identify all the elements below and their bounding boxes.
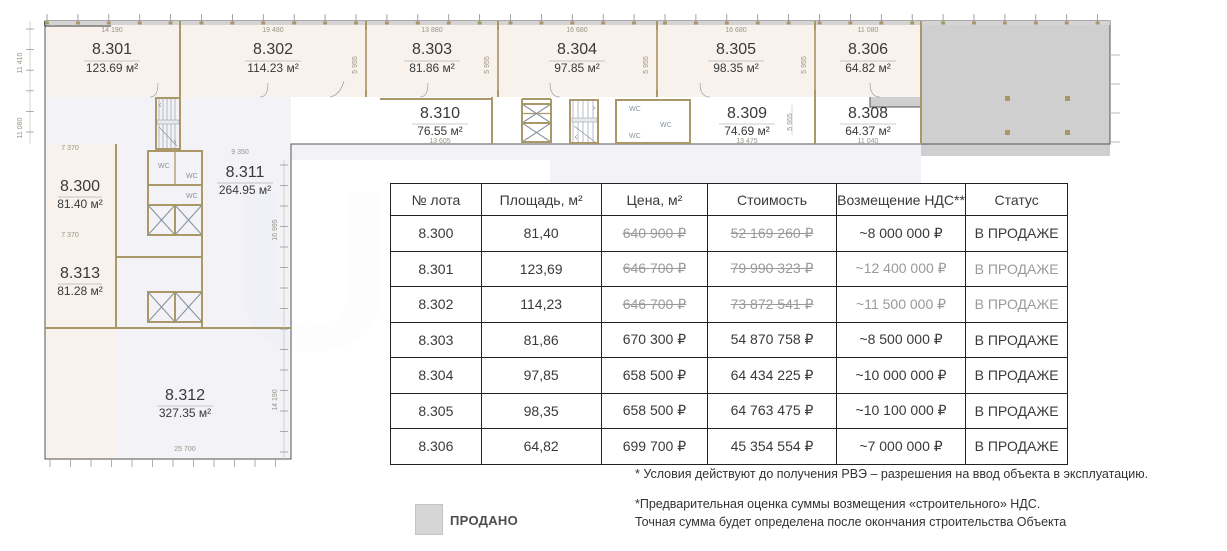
svg-text:81.40 м²: 81.40 м² xyxy=(57,197,103,211)
svg-text:14 190: 14 190 xyxy=(272,389,279,411)
svg-text:264.95 м²: 264.95 м² xyxy=(219,183,271,197)
svg-text:13 880: 13 880 xyxy=(421,27,443,34)
svg-text:7 370: 7 370 xyxy=(61,232,79,239)
svg-text:16 995: 16 995 xyxy=(272,219,279,241)
svg-text:8.309: 8.309 xyxy=(727,105,767,122)
svg-text:11 410: 11 410 xyxy=(17,52,24,73)
svg-text:WC: WC xyxy=(629,133,641,140)
svg-text:WC: WC xyxy=(158,163,170,170)
svg-text:81.28 м²: 81.28 м² xyxy=(57,284,103,298)
svg-text:11 080: 11 080 xyxy=(858,27,879,34)
svg-text:5 955: 5 955 xyxy=(643,56,650,74)
svg-text:5 955: 5 955 xyxy=(352,56,359,74)
svg-text:WC: WC xyxy=(629,106,641,113)
svg-text:327.35 м²: 327.35 м² xyxy=(159,406,211,420)
svg-text:5 955: 5 955 xyxy=(801,56,808,74)
svg-text:64.82 м²: 64.82 м² xyxy=(845,61,891,75)
svg-text:123.69 м²: 123.69 м² xyxy=(86,61,138,75)
svg-text:114.23 м²: 114.23 м² xyxy=(247,61,298,75)
svg-text:11 080: 11 080 xyxy=(17,117,24,138)
svg-text:7 370: 7 370 xyxy=(61,145,79,152)
svg-text:64.37 м²: 64.37 м² xyxy=(845,124,891,138)
svg-text:9 350: 9 350 xyxy=(231,149,249,156)
svg-text:8.310: 8.310 xyxy=(420,105,460,122)
svg-text:8.313: 8.313 xyxy=(60,265,100,282)
svg-text:97.85 м²: 97.85 м² xyxy=(554,61,600,75)
svg-text:WC: WC xyxy=(186,193,198,200)
svg-text:8.305: 8.305 xyxy=(716,41,756,58)
svg-text:81.86 м²: 81.86 м² xyxy=(409,61,455,75)
svg-text:25 700: 25 700 xyxy=(174,446,196,453)
svg-text:13 605: 13 605 xyxy=(429,138,451,145)
svg-text:8.312: 8.312 xyxy=(165,387,205,404)
svg-text:14 190: 14 190 xyxy=(101,27,123,34)
svg-text:5 955: 5 955 xyxy=(787,113,794,131)
svg-text:98.35 м²: 98.35 м² xyxy=(713,61,759,75)
svg-text:8.303: 8.303 xyxy=(412,41,452,58)
svg-text:16 680: 16 680 xyxy=(566,27,588,34)
svg-text:8.300: 8.300 xyxy=(60,178,100,195)
svg-text:8.304: 8.304 xyxy=(557,41,597,58)
svg-text:13 475: 13 475 xyxy=(736,138,758,145)
svg-text:5 955: 5 955 xyxy=(484,56,491,74)
svg-text:76.55 м²: 76.55 м² xyxy=(417,124,463,138)
svg-text:WC: WC xyxy=(660,122,672,129)
svg-text:WC: WC xyxy=(186,173,198,180)
svg-text:16 680: 16 680 xyxy=(725,27,747,34)
svg-text:74.69 м²: 74.69 м² xyxy=(724,124,770,138)
svg-text:8.301: 8.301 xyxy=(92,41,132,58)
svg-text:8.306: 8.306 xyxy=(848,41,888,58)
svg-text:11 040: 11 040 xyxy=(858,138,879,145)
svg-text:8.311: 8.311 xyxy=(226,164,265,181)
svg-text:8.308: 8.308 xyxy=(848,105,888,122)
svg-text:19 480: 19 480 xyxy=(262,27,284,34)
svg-text:8.302: 8.302 xyxy=(253,41,293,58)
